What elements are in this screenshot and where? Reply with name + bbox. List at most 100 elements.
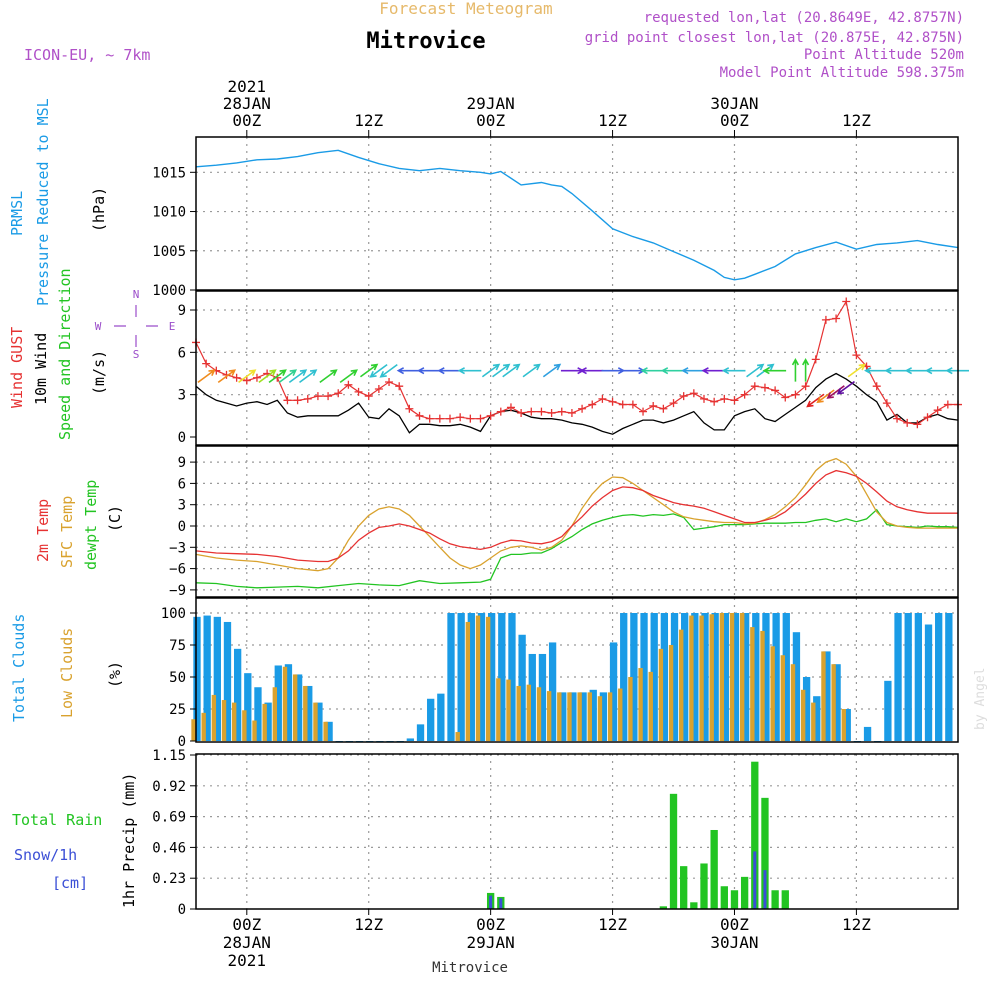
- total-cloud-bar: [315, 702, 323, 741]
- total-cloud-bar: [630, 613, 638, 741]
- total-cloud-bar: [589, 689, 597, 741]
- temp-tick-label: 3: [178, 498, 186, 514]
- total-cloud-bar: [579, 692, 587, 741]
- total-cloud-bar: [548, 642, 557, 741]
- compass-n: N: [133, 288, 140, 301]
- precip-tick-label: 0.92: [152, 779, 186, 795]
- wind-gust-marker: [435, 414, 444, 423]
- total-cloud-bar: [650, 613, 658, 741]
- wind-10m-label: 10m Wind: [32, 333, 50, 405]
- super-title: Forecast Meteogram: [379, 0, 552, 18]
- total-cloud-bar: [559, 692, 567, 741]
- low-cloud-bar: [475, 615, 481, 741]
- wind-gust-marker: [913, 420, 922, 429]
- low-cloud-bar: [262, 703, 267, 741]
- rain-bar: [669, 793, 678, 909]
- low-cloud-bar: [699, 615, 704, 741]
- total-cloud-bar: [609, 642, 618, 741]
- wind-direction-label: Speed and Direction: [56, 268, 74, 440]
- wind-gust-marker: [679, 392, 688, 401]
- wind-gust-marker: [476, 414, 485, 423]
- low-cloud-bar: [516, 685, 521, 741]
- low-cloud-bar: [191, 719, 196, 741]
- total-cloud-bar: [305, 685, 313, 741]
- wind-gust-marker: [659, 404, 668, 413]
- rain-bar: [730, 890, 739, 909]
- low-cloud-bar: [800, 689, 806, 741]
- wind-direction-arrow: [238, 369, 257, 384]
- pressure-unit: (hPa): [90, 187, 108, 232]
- total-cloud-bar: [437, 693, 445, 741]
- snow-bar: [489, 895, 493, 909]
- total-cloud-bar: [670, 613, 679, 741]
- total-cloud-bar: [681, 613, 689, 741]
- wind-direction-arrow: [826, 385, 845, 399]
- wind-gust-marker: [303, 394, 312, 403]
- bottom-date-label: 28JAN: [223, 933, 271, 952]
- wind-gust-marker: [933, 406, 942, 415]
- low-cloud-bar: [242, 710, 247, 741]
- low-cloud-bar: [729, 613, 735, 741]
- wind-gust-marker: [801, 382, 810, 391]
- precip-tick-label: 0: [178, 902, 186, 918]
- total-cloud-bar: [498, 613, 506, 741]
- snow-bar: [763, 870, 767, 909]
- wind-gust-marker: [628, 400, 637, 409]
- cloud-unit: (%): [106, 661, 124, 688]
- wind-direction-arrow: [925, 367, 949, 375]
- cloud-frame: [195, 597, 959, 743]
- wind-tick-label: 3: [178, 388, 186, 404]
- low-cloud-bar: [577, 692, 582, 741]
- wind-direction-arrow: [437, 367, 461, 375]
- total-cloud-label: Total Clouds: [10, 614, 28, 722]
- wind-gust-marker: [415, 411, 424, 420]
- top-date-label: 30JAN: [710, 94, 758, 113]
- total-cloud-bar: [294, 674, 303, 741]
- wind-direction-arrow: [417, 367, 441, 375]
- low-cloud-bar: [658, 648, 664, 741]
- wind-gust-marker: [567, 409, 576, 418]
- total-cloud-bar: [254, 687, 262, 741]
- wind-gust-marker: [547, 409, 556, 418]
- total-cloud-bar: [691, 613, 699, 741]
- pressure-tick-label: 1010: [152, 205, 186, 221]
- wind-gust-marker: [374, 385, 383, 394]
- wind-gust-marker: [202, 359, 211, 368]
- total-cloud-bar: [711, 613, 719, 741]
- snow-bar: [499, 898, 503, 909]
- wind-gust-marker: [710, 397, 719, 406]
- wind-gust-marker: [242, 376, 251, 385]
- wind-gust-marker: [649, 401, 658, 410]
- wind-gust-marker: [811, 355, 820, 364]
- rain-bar: [740, 876, 749, 909]
- low-cloud-bar: [821, 651, 826, 741]
- wind-gust-marker: [943, 400, 952, 409]
- sfc-temp-line: [195, 457, 958, 572]
- total-cloud-bar: [660, 613, 669, 741]
- pressure-tick-label: 1015: [152, 165, 186, 181]
- wind-direction-arrow: [660, 367, 685, 375]
- low-cloud-bar: [739, 613, 745, 741]
- wind-tick-label: 0: [178, 430, 186, 446]
- wind-direction-arrow: [681, 367, 705, 375]
- top-time-label: 12Z: [354, 111, 383, 130]
- rain-bar: [761, 797, 769, 909]
- snow-unit-label: [cm]: [52, 874, 88, 892]
- precip-tick-label: 1.15: [152, 748, 186, 764]
- bottom-time-label: 00Z: [720, 915, 749, 934]
- wind-direction-arrow: [904, 367, 929, 375]
- total-cloud-bar: [843, 709, 851, 741]
- precip-unit: 1hr Precip (mm): [120, 773, 138, 908]
- top-year-label: 2021: [228, 77, 267, 96]
- snow-bar: [753, 851, 757, 909]
- total-cloud-bar: [325, 721, 333, 741]
- total-cloud-bar: [487, 613, 496, 741]
- bottom-year-label: 2021: [228, 951, 267, 970]
- wind-gust-marker: [842, 297, 851, 306]
- grid-point-coords: grid point closest lon,lat (20.875E, 42.…: [585, 30, 964, 46]
- wind-direction-arrow: [746, 363, 765, 378]
- wind-direction-arrow: [579, 367, 604, 375]
- total-cloud-bar: [924, 624, 933, 741]
- wind-gust-marker: [821, 315, 830, 324]
- low-cloud-bar: [292, 674, 298, 741]
